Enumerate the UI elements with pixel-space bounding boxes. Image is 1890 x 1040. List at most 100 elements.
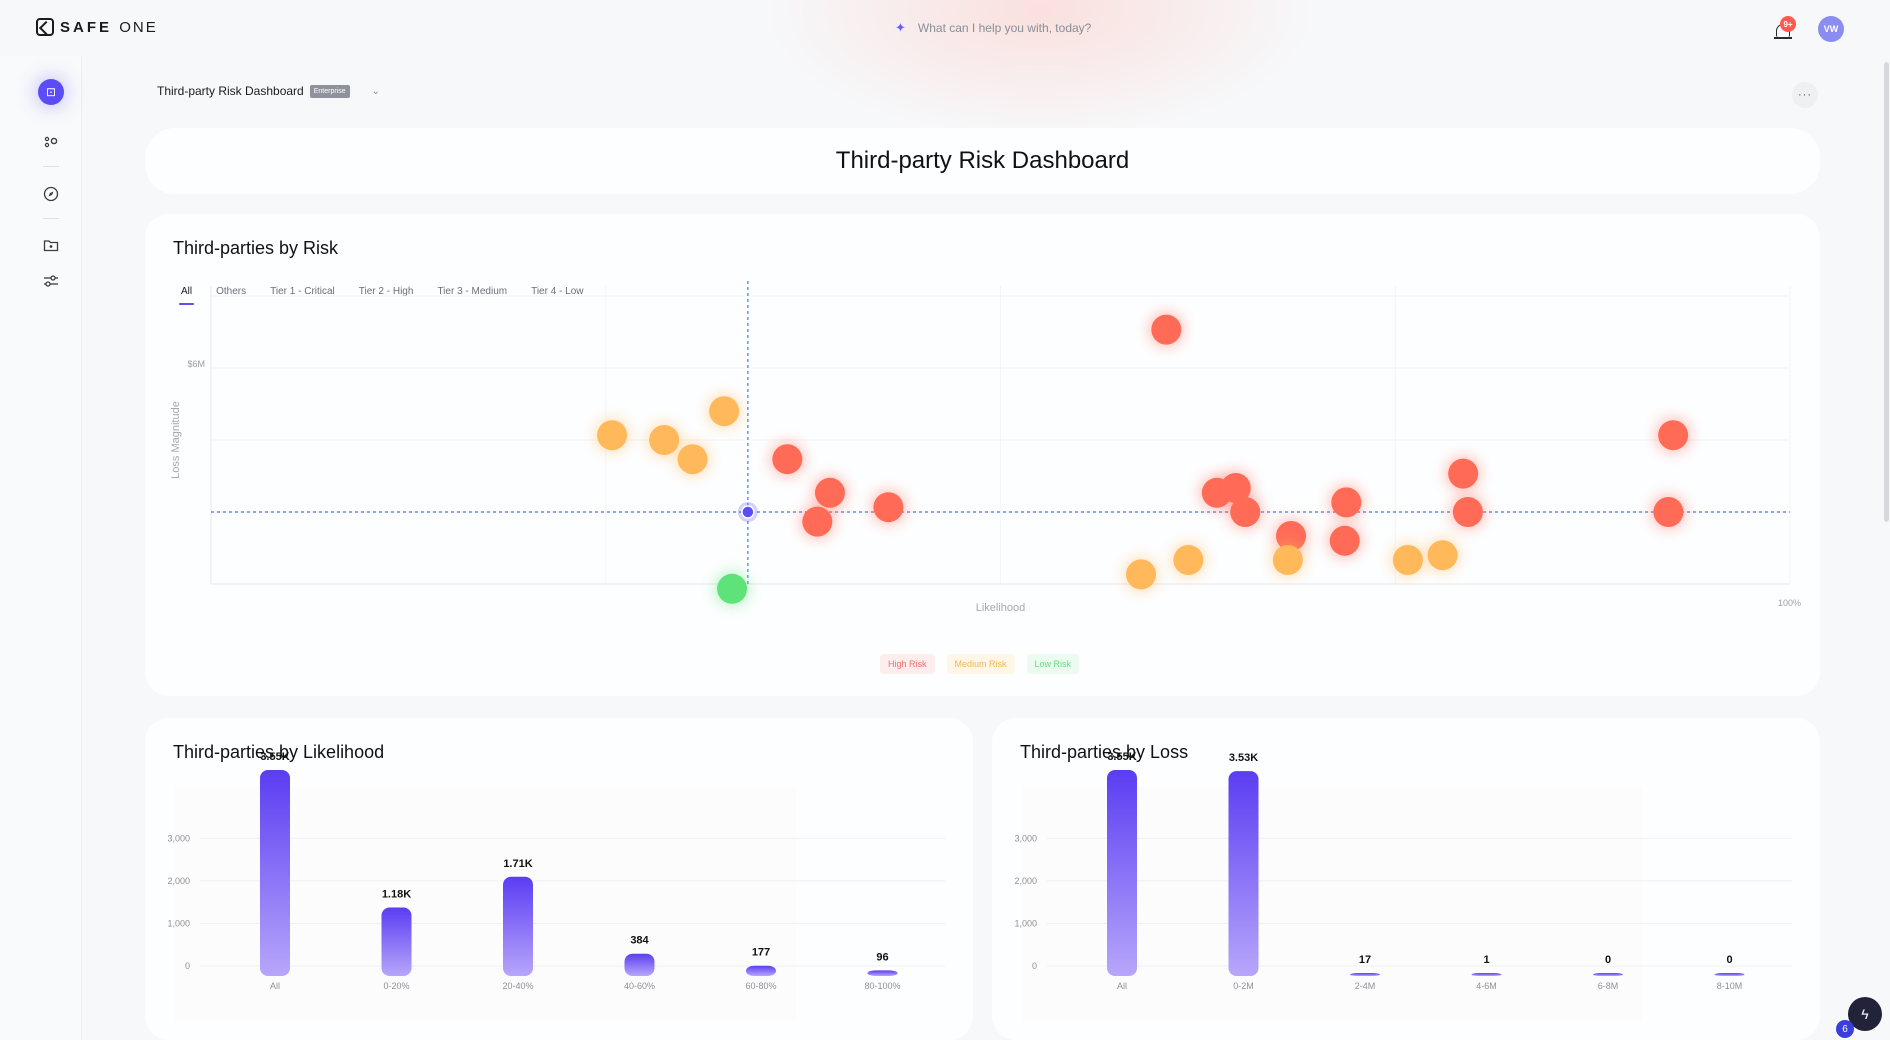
logo-text: SAFE ONE: [60, 19, 158, 36]
data-point: [649, 425, 680, 455]
x-tick-label: All: [1117, 981, 1127, 991]
page-scrollbar[interactable]: [1884, 62, 1889, 522]
dashboard-selector[interactable]: Third-party Risk Dashboard Enterprise ⌄: [157, 84, 380, 98]
x-tick-label: 40-60%: [624, 981, 655, 991]
logo-icon: [36, 18, 54, 36]
likelihood-bar-card: Third-parties by Likelihood 0 1,000 2,000 3…: [145, 718, 973, 1040]
legend-medium-risk[interactable]: Medium Risk: [946, 654, 1015, 674]
bar: [624, 953, 655, 976]
y-tick-label: 2,000: [167, 876, 190, 886]
bar: [1228, 771, 1259, 976]
y-tick-label: 1,000: [1014, 918, 1037, 928]
data-point: [1392, 545, 1423, 575]
data-point: [1230, 497, 1261, 527]
plan-badge: Enterprise: [309, 84, 350, 98]
data-point: [1653, 497, 1684, 527]
logo-sub: ONE: [119, 18, 158, 36]
assistant-fab-button[interactable]: ϟ: [1848, 997, 1882, 1031]
tab-tier-1-critical[interactable]: Tier 1 - Critical: [270, 286, 335, 297]
bar: [381, 907, 412, 976]
bar: [503, 876, 533, 976]
data-point: [814, 477, 845, 508]
bar: [1714, 973, 1745, 976]
more-options-button[interactable]: ···: [1792, 82, 1818, 108]
y-tick-label: 0: [1032, 961, 1037, 971]
legend-low-risk[interactable]: Low Risk: [1026, 654, 1080, 674]
x-tick-label: 2-4M: [1355, 981, 1376, 991]
notification-badge: 9+: [1780, 16, 1796, 32]
bar-value-label: 0: [1726, 954, 1732, 966]
y-tick-label: 0: [185, 961, 190, 971]
data-point: [1272, 545, 1303, 575]
chevron-down-icon[interactable]: ⌄: [371, 85, 381, 97]
dashboard-icon: ⊡: [45, 85, 57, 99]
nodes-icon[interactable]: [42, 133, 60, 151]
bar: [1107, 770, 1137, 976]
bar: [1350, 973, 1380, 976]
bar-value-label: 3.53K: [1229, 752, 1258, 764]
x-tick-label: 20-40%: [502, 981, 533, 991]
bar-value-label: 3.55K: [260, 751, 289, 763]
logo-main: SAFE: [60, 18, 113, 36]
risk-card-title: Third-parties by Risk: [173, 238, 339, 258]
folder-icon[interactable]: [42, 236, 60, 254]
bar-value-label: 1.71K: [503, 858, 532, 870]
data-point: [873, 492, 904, 523]
risk-legend: High Risk Medium Risk Low Risk: [880, 654, 1080, 674]
y-max-label: $6M: [187, 359, 205, 369]
sparkle-icon: ✦: [895, 20, 906, 35]
data-point: [1427, 540, 1458, 571]
tab-all[interactable]: All: [178, 286, 195, 305]
x-tick-label: 0-20%: [383, 981, 409, 991]
sidebar-divider: [43, 166, 59, 167]
data-point: [1452, 497, 1483, 527]
data-point: [1151, 314, 1182, 345]
y-tick-label: 1,000: [167, 918, 190, 928]
bar-value-label: 3.55K: [1107, 751, 1136, 763]
y-tick-label: 3,000: [1014, 833, 1037, 843]
loss-bar-card: Third-parties by Loss 0 1,000 2,000 3,000 3.…: [992, 718, 1820, 1040]
sliders-icon[interactable]: [42, 272, 60, 290]
bar-value-label: 1.18K: [382, 889, 411, 901]
data-point: [677, 444, 708, 475]
bar: [746, 965, 776, 976]
sidebar-item-dashboard[interactable]: ⊡: [38, 79, 64, 105]
data-point: [1276, 521, 1307, 551]
x-tick-label: 0-2M: [1233, 981, 1254, 991]
dashboard-selector-label: Third-party Risk Dashboard: [157, 84, 304, 98]
tab-tier-3-medium[interactable]: Tier 3 - Medium: [437, 286, 508, 297]
risk-tier-tabs: All Others Tier 1 - Critical Tier 2 - Hi…: [178, 286, 584, 305]
x-tick-label: 4-6M: [1476, 981, 1497, 991]
y-tick-label: 2,000: [1014, 876, 1037, 886]
bar: [1593, 973, 1623, 976]
likelihood-bar-chart: 0 1,000 2,000 3,000 3.55K All 1.18K 0-20% 1.71K 2…: [167, 751, 945, 1022]
top-bar: SAFE ONE ✦ What can I help you with, tod…: [0, 0, 1890, 56]
page-title: Third-party Risk Dashboard: [835, 147, 1130, 174]
bar: [260, 770, 290, 976]
avatar[interactable]: VW: [1818, 16, 1844, 42]
data-point: [709, 396, 740, 427]
x-max-label: 100%: [1778, 598, 1801, 608]
tab-tier-2-high[interactable]: Tier 2 - High: [358, 286, 414, 297]
legend-high-risk[interactable]: High Risk: [880, 654, 935, 674]
data-point: [1126, 559, 1157, 590]
x-tick-label: 60-80%: [745, 981, 776, 991]
app-logo[interactable]: SAFE ONE: [36, 18, 158, 36]
tab-tier-4-low[interactable]: Tier 4 - Low: [531, 286, 584, 297]
crosshair-point: [741, 505, 755, 519]
bar-value-label: 1: [1483, 954, 1489, 966]
data-point: [772, 444, 803, 475]
y-axis-label: Loss Magnitude: [170, 401, 182, 479]
ask-assistant-input[interactable]: ✦ What can I help you with, today?: [895, 20, 1091, 36]
compass-icon[interactable]: [42, 185, 60, 203]
data-point: [1173, 545, 1204, 575]
loss-bar-chart: 0 1,000 2,000 3,000 3.55K All 3.53K 0-2M 17 2-4M 1…: [1014, 751, 1792, 1022]
x-tick-label: 80-100%: [864, 981, 900, 991]
sidebar: [0, 56, 82, 1040]
sidebar-divider: [43, 218, 59, 219]
page-title-card: Third-party Risk Dashboard: [145, 128, 1820, 194]
bar-value-label: 177: [752, 947, 770, 959]
bar-value-label: 96: [876, 951, 888, 963]
bar-value-label: 17: [1359, 954, 1371, 966]
tab-others[interactable]: Others: [216, 286, 247, 297]
